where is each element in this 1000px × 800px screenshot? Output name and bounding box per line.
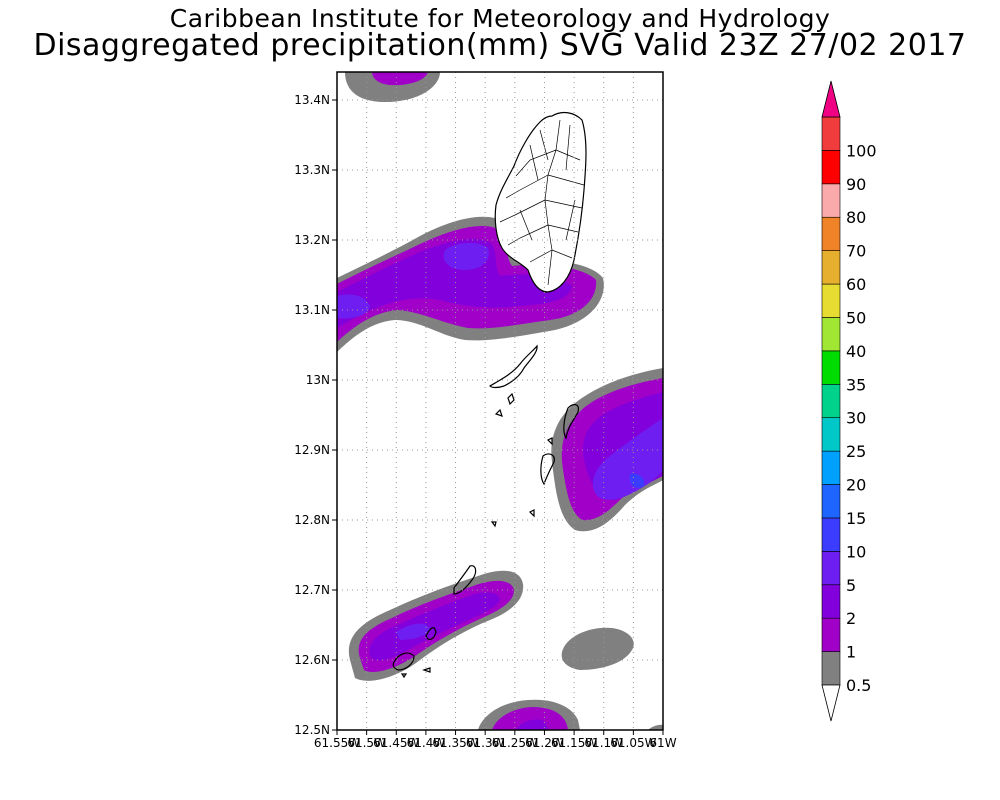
- x-tick-label: 61.05W: [610, 736, 656, 750]
- x-tick-label: 61.35W: [432, 736, 478, 750]
- x-tick-label: 61.1W: [584, 736, 623, 750]
- colorbar-label: 25: [846, 442, 866, 461]
- colorbar-swatch: [821, 417, 841, 452]
- y-tick-label: 12.7N: [294, 583, 330, 597]
- colorbar-swatch: [821, 317, 841, 352]
- island-small-5: [490, 521, 497, 528]
- x-tick-label: 61.25W: [492, 736, 538, 750]
- y-tick-label: 12.5N: [294, 723, 330, 737]
- colorbar-swatch: [821, 283, 841, 318]
- island-union: [453, 565, 477, 595]
- x-tick-label: 61.3W: [466, 736, 505, 750]
- colorbar-swatch: [821, 250, 841, 285]
- y-tick-label: 12.6N: [294, 653, 330, 667]
- island-canouan: [563, 403, 579, 440]
- colorbar-label: 20: [846, 476, 866, 495]
- colorbar-top-arrow: [821, 80, 841, 118]
- y-tick-label: 12.9N: [294, 443, 330, 457]
- colorbar-label: 40: [846, 342, 866, 361]
- x-axis: 61.55W61.5W61.45W61.4W61.35W61.3W61.25W6…: [314, 730, 677, 750]
- x-tick-label: 61.45W: [373, 736, 419, 750]
- precip-area-corner: [648, 724, 663, 730]
- colorbar-label: 70: [846, 242, 866, 261]
- island-small-6: [422, 667, 431, 673]
- colorbar-swatch: [821, 383, 841, 419]
- colorbar-swatch: [821, 651, 841, 686]
- precip-area-south: [478, 699, 580, 730]
- y-tick-label: 12.8N: [294, 513, 330, 527]
- island-bequia: [489, 344, 538, 389]
- colorbar-label: 35: [846, 375, 866, 394]
- colorbar-swatch: [821, 551, 841, 586]
- colorbar-bottom-arrow: [821, 684, 841, 722]
- colorbar-label: 10: [846, 542, 866, 561]
- colorbar-label: 30: [846, 409, 866, 428]
- precip-area-southwest: [348, 570, 524, 681]
- colorbar-label: 80: [846, 208, 866, 227]
- colorbar-label: 2: [846, 609, 856, 628]
- colorbar-label: 60: [846, 275, 866, 294]
- island-carriacou: [425, 627, 437, 641]
- precipitation-field: [337, 72, 663, 730]
- x-tick-label: 61W: [649, 736, 676, 750]
- colorbar-swatch: [821, 584, 841, 619]
- colorbar-swatch: [821, 216, 841, 251]
- st-vincent-watersheds: [499, 119, 585, 286]
- colorbar-swatch: [821, 484, 841, 519]
- island-small-7: [400, 673, 408, 679]
- x-tick-label: 61.55W: [314, 736, 360, 750]
- y-axis: 13.4N 13.3N 13.2N 13.1N 13N 12.9N 12.8N 12.7N 12…: [294, 93, 337, 737]
- colorbar-label: 1: [846, 643, 856, 662]
- x-tick-label: 61.5W: [347, 736, 386, 750]
- precip-area-south-east-patch: [561, 627, 634, 670]
- colorbar-swatch: [821, 350, 841, 385]
- colorbar-label: 5: [846, 576, 856, 595]
- precip-area-north: [345, 72, 440, 102]
- colorbar-swatch: [821, 116, 841, 151]
- colorbar-label: 50: [846, 308, 866, 327]
- title-line-1: Caribbean Institute for Meteorology and …: [169, 4, 831, 33]
- y-tick-label: 13.3N: [294, 163, 330, 177]
- colorbar-swatch: [821, 517, 841, 552]
- island-small-4: [528, 509, 535, 518]
- map-frame: [336, 71, 664, 731]
- island-small-2: [494, 408, 503, 417]
- x-tick-label: 61.4W: [407, 736, 446, 750]
- colorbar-label: 0.5: [846, 676, 871, 695]
- title-line-2: Disaggregated precipitation(mm) SVG Vali…: [33, 28, 967, 63]
- colorbar-swatch: [821, 450, 841, 485]
- colorbar-swatch: [821, 617, 841, 652]
- y-tick-label: 13.1N: [294, 303, 330, 317]
- y-tick-label: 13.4N: [294, 93, 330, 107]
- island-mustique-area: [540, 453, 555, 486]
- y-tick-label: 13N: [306, 373, 330, 387]
- y-tick-label: 13.2N: [294, 233, 330, 247]
- colorbar-label: 15: [846, 509, 866, 528]
- colorbar-label: 100: [846, 141, 877, 160]
- coastlines: [392, 111, 587, 679]
- x-tick-label: 61.2W: [525, 736, 564, 750]
- colorbar-swatch: [821, 150, 841, 185]
- colorbar-swatch: [821, 183, 841, 218]
- colorbar-label: 90: [846, 175, 866, 194]
- x-tick-label: 61.15W: [551, 736, 597, 750]
- precip-area-west: [337, 216, 604, 352]
- island-small-3: [546, 437, 553, 446]
- island-small-1: [507, 392, 515, 406]
- island-petite-martinique: [392, 652, 415, 671]
